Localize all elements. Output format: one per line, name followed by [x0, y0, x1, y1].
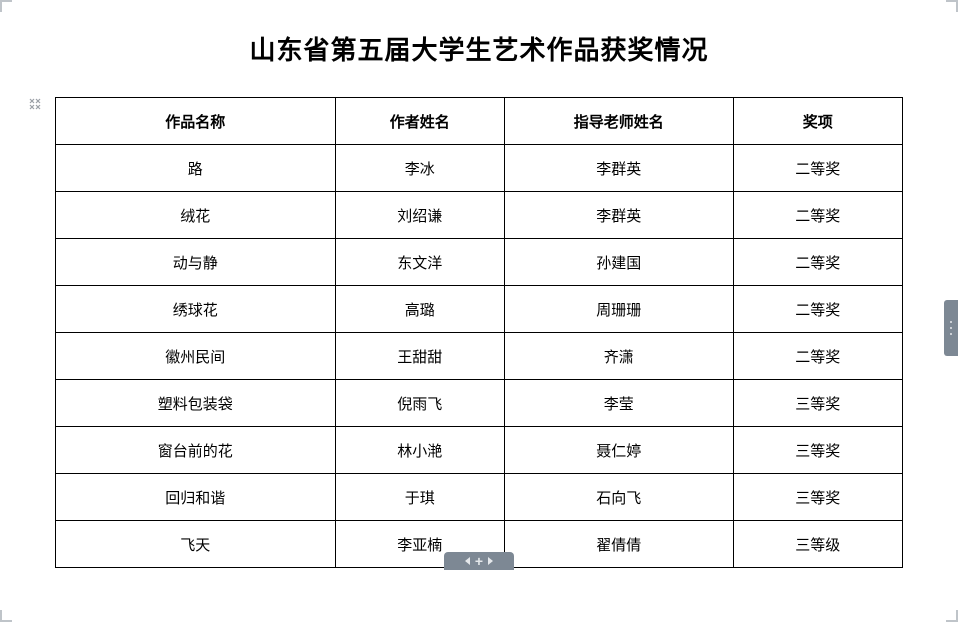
- page-title: 山东省第五届大学生艺术作品获奖情况: [0, 0, 958, 97]
- table-cell[interactable]: 三等奖: [733, 380, 902, 427]
- table-row[interactable]: 路李冰李群英二等奖: [56, 145, 903, 192]
- table-cell[interactable]: 塑料包装袋: [56, 380, 336, 427]
- table-cell[interactable]: 二等奖: [733, 145, 902, 192]
- table-cell[interactable]: 齐潇: [504, 333, 733, 380]
- arrow-right-icon: [488, 557, 493, 565]
- table-cell[interactable]: 李群英: [504, 145, 733, 192]
- col-header-work[interactable]: 作品名称: [56, 98, 336, 145]
- table-row[interactable]: 徽州民间王甜甜齐潇二等奖: [56, 333, 903, 380]
- table-cell[interactable]: 二等奖: [733, 286, 902, 333]
- table-cell[interactable]: 高璐: [335, 286, 504, 333]
- table-cell[interactable]: 绣球花: [56, 286, 336, 333]
- table-cell[interactable]: 李冰: [335, 145, 504, 192]
- awards-table[interactable]: 作品名称 作者姓名 指导老师姓名 奖项 路李冰李群英二等奖绒花刘绍谦李群英二等奖…: [55, 97, 903, 568]
- add-column-handle[interactable]: [944, 300, 958, 356]
- table-cell[interactable]: 周珊珊: [504, 286, 733, 333]
- table-cell[interactable]: 二等奖: [733, 239, 902, 286]
- document-page: 山东省第五届大学生艺术作品获奖情况 作品名称 作者姓名 指导老师: [0, 0, 958, 622]
- plus-icon: +: [475, 554, 483, 568]
- table-cell[interactable]: 王甜甜: [335, 333, 504, 380]
- table-cell[interactable]: 石向飞: [504, 474, 733, 521]
- anchor-icon[interactable]: [27, 96, 43, 112]
- table-cell[interactable]: 路: [56, 145, 336, 192]
- table-cell[interactable]: 飞天: [56, 521, 336, 568]
- table-cell[interactable]: 徽州民间: [56, 333, 336, 380]
- arrow-left-icon: [465, 557, 470, 565]
- table-cell[interactable]: 李莹: [504, 380, 733, 427]
- table-row[interactable]: 绣球花高璐周珊珊二等奖: [56, 286, 903, 333]
- table-row[interactable]: 回归和谐于琪石向飞三等奖: [56, 474, 903, 521]
- col-header-award[interactable]: 奖项: [733, 98, 902, 145]
- table-row[interactable]: 绒花刘绍谦李群英二等奖: [56, 192, 903, 239]
- col-header-teacher[interactable]: 指导老师姓名: [504, 98, 733, 145]
- col-header-author[interactable]: 作者姓名: [335, 98, 504, 145]
- table-cell[interactable]: 二等奖: [733, 333, 902, 380]
- table-cell[interactable]: 三等奖: [733, 427, 902, 474]
- table-cell[interactable]: 翟倩倩: [504, 521, 733, 568]
- table-row[interactable]: 动与静东文洋孙建国二等奖: [56, 239, 903, 286]
- table-cell[interactable]: 聂仁婷: [504, 427, 733, 474]
- table-cell[interactable]: 回归和谐: [56, 474, 336, 521]
- table-cell[interactable]: 林小滟: [335, 427, 504, 474]
- table-cell[interactable]: 李群英: [504, 192, 733, 239]
- table-cell[interactable]: 三等奖: [733, 474, 902, 521]
- table-row[interactable]: 窗台前的花林小滟聂仁婷三等奖: [56, 427, 903, 474]
- table-cell[interactable]: 刘绍谦: [335, 192, 504, 239]
- table-cell[interactable]: 孙建国: [504, 239, 733, 286]
- table-cell[interactable]: 窗台前的花: [56, 427, 336, 474]
- table-row[interactable]: 塑料包装袋倪雨飞李莹三等奖: [56, 380, 903, 427]
- table-cell[interactable]: 于琪: [335, 474, 504, 521]
- table-cell[interactable]: 三等级: [733, 521, 902, 568]
- table-cell[interactable]: 动与静: [56, 239, 336, 286]
- table-cell[interactable]: 二等奖: [733, 192, 902, 239]
- add-row-handle[interactable]: +: [444, 552, 514, 570]
- table-container: 作品名称 作者姓名 指导老师姓名 奖项 路李冰李群英二等奖绒花刘绍谦李群英二等奖…: [55, 97, 903, 568]
- table-cell[interactable]: 倪雨飞: [335, 380, 504, 427]
- table-cell[interactable]: 东文洋: [335, 239, 504, 286]
- table-cell[interactable]: 绒花: [56, 192, 336, 239]
- table-header-row: 作品名称 作者姓名 指导老师姓名 奖项: [56, 98, 903, 145]
